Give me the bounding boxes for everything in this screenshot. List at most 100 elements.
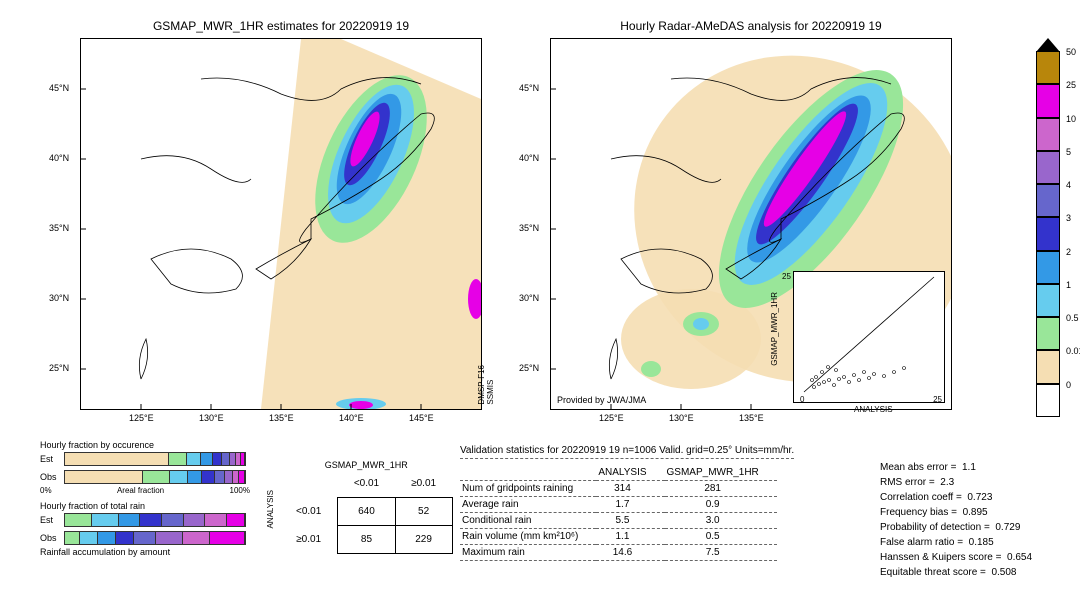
xtick: 125°E bbox=[599, 413, 624, 423]
fraction-seg bbox=[162, 514, 184, 526]
stats-row-b: 3.0 bbox=[665, 513, 777, 529]
cont-rowhdr: ANALYSIS bbox=[266, 490, 275, 529]
fraction-row-label: Obs bbox=[40, 472, 64, 482]
colorbar-seg bbox=[1036, 118, 1060, 151]
fraction-seg bbox=[187, 453, 202, 465]
fraction-bar bbox=[64, 452, 246, 466]
stat-label: Equitable threat score = bbox=[880, 567, 986, 578]
fraction-seg bbox=[134, 532, 156, 544]
xtick: 135°E bbox=[269, 413, 294, 423]
fraction-seg bbox=[116, 532, 134, 544]
stats-row-a: 1.1 bbox=[596, 529, 664, 545]
fraction-seg bbox=[205, 514, 227, 526]
stat-value: 0.185 bbox=[969, 537, 994, 548]
colorbar-label: 50 bbox=[1066, 47, 1076, 57]
scatter-ylabel: GSMAP_MWR_1HR bbox=[770, 292, 779, 366]
stat-value: 2.3 bbox=[940, 477, 954, 488]
map-left-title: GSMAP_MWR_1HR estimates for 20220919 19 bbox=[81, 19, 481, 33]
colorbar-label: 3 bbox=[1066, 213, 1071, 223]
contingency-table: GSMAP_MWR_1HR <0.01 ≥0.01 <0.01 640 52 ≥… bbox=[280, 460, 453, 554]
ytick: 25°N bbox=[519, 363, 539, 373]
fraction-seg bbox=[184, 514, 206, 526]
stats-col0: ANALYSIS bbox=[596, 465, 664, 481]
cont-11: 229 bbox=[395, 526, 452, 554]
map-right-title: Hourly Radar-AMeDAS analysis for 2022091… bbox=[551, 19, 951, 33]
stat-label: Frequency bias = bbox=[880, 507, 957, 518]
fraction-seg bbox=[227, 514, 245, 526]
ytick: 45°N bbox=[519, 83, 539, 93]
stat-label: Correlation coeff = bbox=[880, 492, 962, 503]
colorbar-seg bbox=[1036, 84, 1060, 117]
stat-value: 0.654 bbox=[1007, 552, 1032, 563]
ytick: 40°N bbox=[519, 153, 539, 163]
colorbar-label: 5 bbox=[1066, 147, 1071, 157]
fraction-seg bbox=[143, 471, 170, 483]
fractions-panel: Hourly fraction by occurence EstObs 0% A… bbox=[40, 440, 250, 557]
fraction-seg bbox=[215, 471, 225, 483]
stats-row-label: Maximum rain bbox=[460, 545, 596, 561]
cont-c1: ≥0.01 bbox=[395, 470, 452, 498]
fraction-seg bbox=[188, 471, 203, 483]
fraction-row-label: Obs bbox=[40, 533, 64, 543]
fraction-seg bbox=[156, 532, 183, 544]
fraction-seg bbox=[92, 514, 119, 526]
fraction-seg bbox=[222, 453, 230, 465]
fraction-seg bbox=[239, 471, 245, 483]
colorbar-seg bbox=[1036, 217, 1060, 250]
stats-row-b: 281 bbox=[665, 481, 777, 497]
stats-row-a: 1.7 bbox=[596, 497, 664, 513]
stats-row-label: Conditional rain bbox=[460, 513, 596, 529]
fraction-seg bbox=[202, 471, 215, 483]
fraction-seg bbox=[210, 532, 245, 544]
fraction-bar bbox=[64, 470, 246, 484]
colorbar-seg bbox=[1036, 51, 1060, 84]
colorbar-label: 0.01 bbox=[1066, 346, 1080, 356]
stat-label: Hanssen & Kuipers score = bbox=[880, 552, 1001, 563]
occurrence-title: Hourly fraction by occurence bbox=[40, 440, 250, 450]
fraction-seg bbox=[65, 514, 92, 526]
ytick: 30°N bbox=[519, 293, 539, 303]
stats-row-a: 14.6 bbox=[596, 545, 664, 561]
map-left-svg bbox=[81, 39, 481, 409]
map-right-footer: Provided by JWA/JMA bbox=[557, 395, 646, 405]
cont-01: 52 bbox=[395, 498, 452, 526]
colorbar-label: 0.5 bbox=[1066, 313, 1079, 323]
stat-value: 0.508 bbox=[991, 567, 1016, 578]
colorbar-label: 0 bbox=[1066, 380, 1071, 390]
colorbar-seg bbox=[1036, 284, 1060, 317]
totalrain-title: Hourly fraction of total rain bbox=[40, 501, 250, 511]
colorbar-arrow bbox=[1036, 38, 1060, 52]
stat-label: Probability of detection = bbox=[880, 522, 990, 533]
map-right: Hourly Radar-AMeDAS analysis for 2022091… bbox=[550, 38, 952, 410]
stat-label: False alarm ratio = bbox=[880, 537, 963, 548]
fraction-row-label: Est bbox=[40, 515, 64, 525]
fraction-row-label: Est bbox=[40, 454, 64, 464]
colorbar-label: 2 bbox=[1066, 247, 1071, 257]
occ-xm: Areal fraction bbox=[117, 486, 164, 495]
ytick: 40°N bbox=[49, 153, 69, 163]
ytick: 35°N bbox=[519, 223, 539, 233]
scatter-xtick0: 0 bbox=[800, 395, 804, 404]
scatter-xtick1: 25 bbox=[933, 395, 942, 404]
stat-value: 0.895 bbox=[963, 507, 988, 518]
stat-label: RMS error = bbox=[880, 477, 935, 488]
stats-row-label: Average rain bbox=[460, 497, 596, 513]
fraction-seg bbox=[65, 453, 169, 465]
stats-row-b: 0.9 bbox=[665, 497, 777, 513]
fraction-seg bbox=[65, 532, 80, 544]
cont-c0: <0.01 bbox=[338, 470, 395, 498]
satellite-label: DMSP-F16 SSMIS bbox=[477, 365, 495, 405]
fraction-seg bbox=[225, 471, 233, 483]
scatter-ytick1: 25 bbox=[782, 272, 791, 281]
colorbar-label: 4 bbox=[1066, 180, 1071, 190]
fraction-seg bbox=[98, 532, 116, 544]
fraction-seg bbox=[170, 471, 188, 483]
scatter-xlabel: ANALYSIS bbox=[854, 405, 893, 414]
xtick: 145°E bbox=[409, 413, 434, 423]
fraction-bar bbox=[64, 513, 246, 527]
cont-00: 640 bbox=[338, 498, 395, 526]
fraction-seg bbox=[183, 532, 210, 544]
stats-row-b: 0.5 bbox=[665, 529, 777, 545]
colorbar-seg bbox=[1036, 384, 1060, 417]
colorbar-seg bbox=[1036, 251, 1060, 284]
